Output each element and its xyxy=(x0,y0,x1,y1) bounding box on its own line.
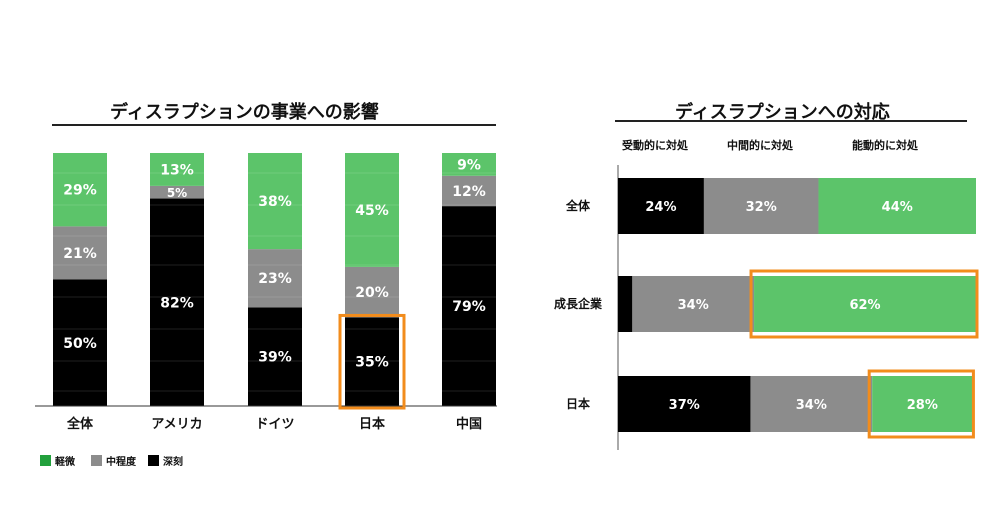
hbar-value-label: 24% xyxy=(645,200,676,215)
column-header: 中間的に対処 xyxy=(727,138,794,152)
hbar-value-label: 34% xyxy=(796,398,827,413)
hbar-2-0 xyxy=(618,376,751,432)
bar-value-label: 23% xyxy=(258,271,292,287)
bar-value-label: 21% xyxy=(63,246,97,262)
right-title-rule xyxy=(615,120,967,122)
left-title-rule xyxy=(52,124,496,126)
bar-0-0 xyxy=(53,279,107,406)
hbar-0-1 xyxy=(703,178,819,234)
bar-4-1 xyxy=(442,175,496,207)
right-chart-title: ディスラプションへの対応 xyxy=(675,102,890,123)
category-label: 全体 xyxy=(66,416,94,432)
bar-value-label: 35% xyxy=(355,355,389,371)
legend-item: 深刻 xyxy=(148,453,183,468)
hbar-1-2 xyxy=(754,276,976,332)
legend-swatch xyxy=(148,455,159,466)
bar-2-1 xyxy=(248,249,302,308)
hbar-0-0 xyxy=(618,178,704,234)
row-category-label: 成長企業 xyxy=(554,296,603,311)
bar-value-label: 20% xyxy=(355,285,389,301)
bar-value-label: 12% xyxy=(452,184,486,200)
legend-item: 中程度 xyxy=(91,453,136,468)
legend-label: 中程度 xyxy=(106,457,136,468)
hbar-value-label: 28% xyxy=(907,398,938,413)
bar-1-0 xyxy=(150,198,204,406)
bar-0-1 xyxy=(53,226,107,280)
left-chart-title: ディスラプションの事業への影響 xyxy=(110,102,379,123)
hbar-0-2 xyxy=(818,178,976,234)
legend-swatch xyxy=(40,455,51,466)
legend-label: 軽微 xyxy=(55,457,75,468)
highlight-box-right xyxy=(749,269,979,339)
category-label: 日本 xyxy=(359,416,385,432)
category-label: ドイツ xyxy=(255,417,294,432)
bar-4-0 xyxy=(442,206,496,406)
hbar-2-1 xyxy=(750,376,873,432)
hbar-1-1 xyxy=(632,276,755,332)
bar-3-1 xyxy=(345,266,399,318)
hbar-2-2 xyxy=(872,376,973,432)
legend-item: 軽微 xyxy=(40,453,75,468)
hbar-value-label: 62% xyxy=(849,298,880,313)
column-header: 能動的に対処 xyxy=(852,138,919,152)
bar-value-label: 5% xyxy=(167,186,187,200)
bar-1-2 xyxy=(150,153,204,186)
bar-4-2 xyxy=(442,153,496,176)
legend-swatch xyxy=(91,455,102,466)
bar-3-0 xyxy=(345,317,399,406)
category-label: アメリカ xyxy=(151,417,202,432)
hbar-1-0 xyxy=(618,276,633,332)
hbar-value-label: 44% xyxy=(882,200,913,215)
bar-value-label: 29% xyxy=(63,183,97,199)
bar-value-label: 79% xyxy=(452,299,486,315)
highlight-box-left xyxy=(338,313,406,410)
bar-value-label: 9% xyxy=(457,157,481,173)
bar-value-label: 45% xyxy=(355,203,389,219)
bar-1-1 xyxy=(150,185,204,199)
bar-value-label: 39% xyxy=(258,350,292,366)
bar-value-label: 50% xyxy=(63,336,97,352)
bar-value-label: 82% xyxy=(160,295,194,311)
legend-label: 深刻 xyxy=(163,457,183,468)
hbar-value-label: 37% xyxy=(669,398,700,413)
hbar-value-label: 34% xyxy=(678,298,709,313)
hbar-value-label: 32% xyxy=(746,200,777,215)
bar-value-label: 38% xyxy=(258,194,292,210)
row-category-label: 全体 xyxy=(565,198,591,213)
row-category-label: 日本 xyxy=(566,396,590,411)
bar-0-2 xyxy=(53,153,107,227)
bar-value-label: 13% xyxy=(160,162,194,178)
bar-3-2 xyxy=(345,153,399,267)
column-header: 受動的に対処 xyxy=(622,138,689,152)
highlight-box-right xyxy=(867,369,975,439)
bar-2-0 xyxy=(248,307,302,406)
bar-2-2 xyxy=(248,153,302,250)
category-label: 中国 xyxy=(456,416,482,432)
